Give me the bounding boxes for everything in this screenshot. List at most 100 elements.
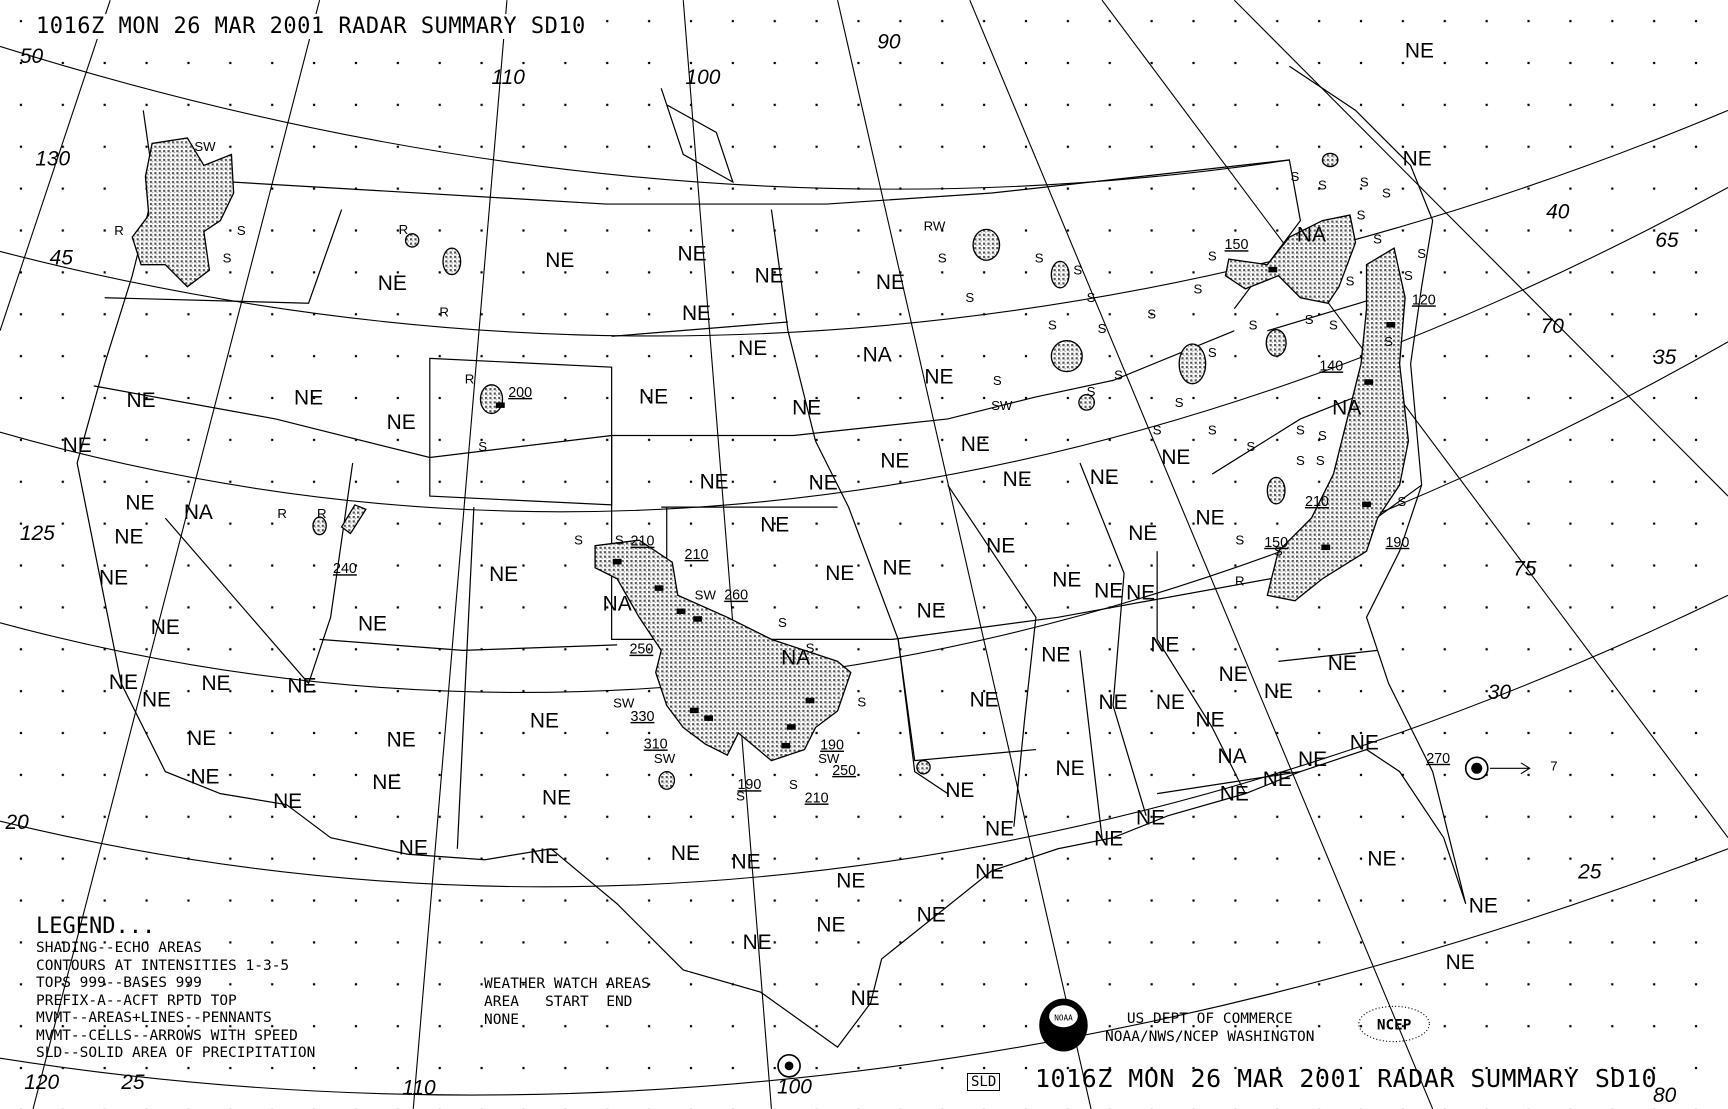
echo-marker [1364, 379, 1374, 385]
movement-label: S [778, 615, 787, 630]
cell-speed-label: 7 [1550, 759, 1557, 774]
no-echoes-label: NE [1405, 39, 1434, 62]
echo-marker [781, 742, 791, 749]
no-echoes-label: NE [489, 563, 518, 586]
echo-top-value: 260 [724, 588, 748, 604]
no-echoes-label: NE [1094, 827, 1123, 850]
not-available-label: NA [1332, 397, 1361, 420]
movement-label: S [1208, 248, 1217, 263]
not-available-label: NA [1218, 745, 1247, 768]
movement-label: S [993, 373, 1002, 388]
echo-marker [612, 558, 622, 565]
echo-marker [1268, 266, 1278, 273]
no-echoes-label: NE [142, 689, 171, 712]
movement-label: S [1147, 307, 1156, 322]
legend-line: SHADING--ECHO AREAS [36, 940, 202, 956]
no-echoes-label: NE [372, 771, 401, 794]
no-echoes-label: NE [114, 525, 143, 548]
precip-type-label: R [399, 222, 409, 237]
weather-watch-areas: WEATHER WATCH AREAS AREA START END NONE [484, 975, 684, 1031]
echo-marker [1321, 544, 1331, 551]
movement-label: S [223, 250, 232, 265]
precip-type-label: SW [194, 139, 216, 154]
no-echoes-label: NE [358, 613, 387, 636]
echo-marker [1386, 321, 1396, 328]
no-echoes-label: NE [125, 491, 154, 514]
noaa-logo-text: NOAA [1054, 1014, 1073, 1023]
echo-top-value: 250 [832, 763, 856, 779]
movement-label: S [857, 695, 866, 710]
echo-top-value: 140 [1319, 358, 1343, 374]
no-echoes-label: NE [1446, 951, 1475, 974]
no-echoes-label: NE [1136, 807, 1165, 830]
precip-type-label: SW [695, 588, 717, 603]
movement-label: S [1318, 428, 1327, 443]
movement-label: S [1194, 281, 1203, 296]
no-echoes-label: NE [1003, 468, 1032, 491]
no-echoes-label: NE [760, 513, 789, 536]
precip-type-label: SW [991, 398, 1013, 413]
echo-areas [131, 137, 1531, 1078]
movement-label: S [1153, 422, 1162, 437]
echo-top-value: 200 [508, 385, 532, 401]
watch-columns: AREA START END [484, 994, 633, 1010]
grid-label: 50 [20, 45, 44, 68]
echo-marker [654, 585, 664, 591]
movement-label: S [789, 777, 798, 792]
grid-label: 65 [1655, 229, 1679, 252]
no-echoes-label: NE [825, 562, 854, 585]
movement-label: S [1235, 533, 1244, 548]
precip-type-label: RW [924, 219, 946, 234]
no-echoes-label: NE [876, 271, 905, 294]
no-echoes-label: NE [732, 851, 761, 874]
echo-marker [704, 715, 714, 721]
no-echoes-label: NE [671, 842, 700, 865]
precip-type-label: SW [654, 751, 676, 766]
precip-type-label: R [277, 506, 287, 521]
movement-label: S [1035, 250, 1044, 265]
movement-label: S [806, 641, 815, 656]
no-echoes-label: NE [961, 433, 990, 456]
no-echoes-label: NE [883, 556, 912, 579]
no-echoes-label: NE [190, 766, 219, 789]
grid-label: 120 [24, 1071, 59, 1094]
no-echoes-label: NE [917, 599, 946, 622]
echo-marker [1362, 501, 1371, 508]
movement-label: S [1087, 384, 1096, 399]
agency-text: US DEPT OF COMMERCE NOAA/NWS/NCEP WASHIN… [1105, 1010, 1315, 1046]
no-echoes-label: NE [294, 387, 323, 410]
no-echoes-label: NE [1264, 680, 1293, 703]
grid-label: 100 [777, 1075, 812, 1098]
movement-label: S [1249, 318, 1258, 333]
grid-label: 80 [1653, 1084, 1677, 1107]
movement-label: S [1305, 312, 1314, 327]
movement-label: S [237, 223, 246, 238]
no-echoes-label: NE [1350, 732, 1379, 755]
no-echoes-label: NE [1367, 847, 1396, 870]
movement-label: S [1417, 246, 1426, 261]
echo-top-value: 190 [737, 777, 761, 793]
no-echoes-label: NE [378, 272, 407, 295]
precip-type-label: SW [613, 696, 635, 711]
grid-label: 40 [1546, 200, 1570, 223]
ncep-logo: NCEP [1358, 1005, 1430, 1043]
no-echoes-label: NE [1126, 582, 1155, 605]
echo-marker [786, 724, 796, 730]
no-echoes-label: NE [738, 337, 767, 360]
no-echoes-label: NE [809, 471, 838, 494]
no-echoes-label: NE [1099, 691, 1128, 714]
not-available-label: NA [603, 593, 632, 616]
grid-label: 75 [1513, 557, 1537, 580]
no-echoes-label: NE [63, 434, 92, 457]
no-echoes-label: NE [970, 689, 999, 712]
grid-label: 130 [35, 147, 70, 170]
precip-type-label: R [465, 372, 475, 387]
echo-top-value: 210 [1305, 494, 1329, 510]
legend-line: PREFIX-A--ACFT RPTD TOP [36, 992, 237, 1009]
no-echoes-label: NE [1219, 663, 1248, 686]
grid-label: 30 [1488, 681, 1512, 704]
movement-label: S [1397, 494, 1406, 509]
echo-marker [805, 697, 815, 704]
